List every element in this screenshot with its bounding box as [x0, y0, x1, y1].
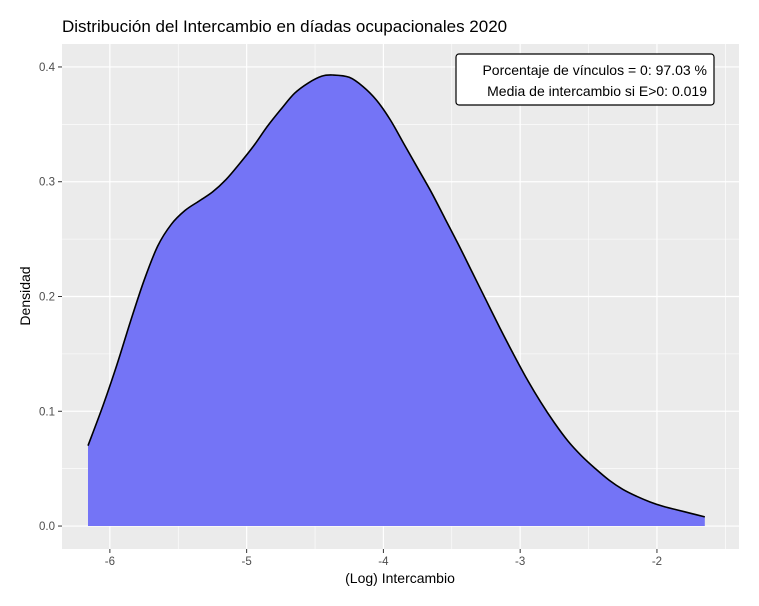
annotation-line-2: Media de intercambio si E>0: 0.019: [487, 83, 707, 99]
annotation-border: [455, 53, 715, 106]
y-tick-label: 0.3: [39, 177, 55, 189]
annotation-line-1: Porcentaje de vínculos = 0: 97.03 %: [482, 62, 707, 78]
x-tick-label: -6: [105, 556, 115, 568]
chart-title: Distribución del Intercambio en díadas o…: [62, 17, 507, 36]
y-axis: 0.0 0.1 0.2 0.3 0.4: [39, 62, 62, 533]
x-tick-label: -2: [652, 556, 662, 568]
density-curve: [87, 74, 706, 518]
y-tick-label: 0.1: [39, 406, 55, 418]
x-axis-title: (Log) Intercambio: [345, 570, 455, 586]
x-axis: -6 -5 -4 -3 -2: [105, 549, 662, 568]
y-tick-label: 0.4: [39, 62, 56, 74]
x-tick-label: -3: [515, 556, 525, 568]
x-tick-label: -4: [378, 556, 389, 568]
y-tick-label: 0.0: [39, 521, 55, 533]
annotation-box: Porcentaje de vínculos = 0: 97.03 % Medi…: [455, 53, 715, 106]
density-area: [87, 74, 705, 527]
y-axis-title: Densidad: [17, 266, 33, 325]
x-tick-label: -5: [242, 556, 252, 568]
y-tick-label: 0.2: [39, 292, 55, 304]
